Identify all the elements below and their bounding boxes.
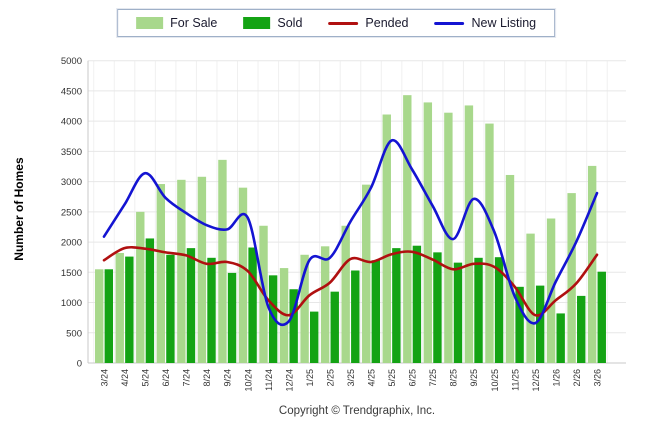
x-tick-label: 11/25 (510, 369, 520, 391)
x-tick-label: 6/24 (161, 369, 171, 387)
legend-bar-swatch-0 (136, 17, 164, 29)
bar-for-sale-6/24 (156, 184, 166, 363)
x-tick-label: 3/25 (346, 369, 356, 387)
y-tick-label: 3000 (61, 177, 82, 188)
bar-sold-7/25 (433, 252, 442, 363)
bar-for-sale-2/26 (567, 193, 576, 363)
copyright-text: Copyright © Trendgraphix, Inc. (278, 405, 436, 417)
bar-sold-11/25 (515, 286, 524, 363)
bar-for-sale-1/25 (300, 254, 309, 363)
bar-for-sale-3/24 (95, 269, 104, 363)
x-tick-label: 11/24 (264, 369, 274, 391)
line-pended (102, 245, 599, 317)
legend-label: Sold (277, 16, 303, 30)
bar-for-sale-3/26 (587, 165, 597, 363)
x-tick-label: 7/24 (182, 369, 192, 387)
x-tick-label: 12/25 (531, 369, 541, 392)
line-new-listing (102, 139, 599, 327)
bar-for-sale-8/24 (197, 176, 207, 363)
bar-sold-9/24 (227, 272, 237, 363)
x-tick-label: 10/25 (490, 369, 500, 392)
x-tick-label: 4/25 (367, 369, 377, 387)
x-tick-label: 1/26 (551, 369, 561, 387)
y-tick-label: 2500 (61, 207, 82, 218)
bar-sold-6/24 (166, 254, 175, 363)
legend-label: New Listing (471, 16, 537, 30)
legend-item-for-sale: For Sale (136, 16, 217, 30)
bar-sold-8/24 (207, 257, 216, 363)
bar-for-sale-10/25 (485, 123, 494, 363)
bar-sold-5/24 (145, 238, 155, 363)
x-tick-label: 7/25 (428, 369, 438, 387)
bar-sold-4/24 (125, 256, 134, 363)
x-tick-label: 6/25 (408, 369, 418, 387)
bar-sold-6/25 (412, 245, 422, 363)
legend-label: Pended (365, 16, 409, 30)
x-tick-label: 12/24 (284, 369, 294, 392)
y-tick-label: 2000 (61, 238, 82, 249)
bar-sold-1/26 (556, 313, 565, 363)
bar-for-sale-5/24 (136, 211, 145, 363)
x-tick-label: 5/24 (141, 369, 151, 387)
bar-sold-2/25 (330, 291, 339, 363)
bar-sold-5/25 (392, 248, 401, 363)
x-tick-label: 5/25 (387, 369, 397, 387)
bar-for-sale-10/24 (238, 187, 248, 363)
bar-for-sale-4/24 (115, 252, 124, 363)
bar-sold-2/26 (577, 295, 586, 363)
bar-for-sale-12/25 (526, 233, 535, 363)
x-tick-label: 9/24 (223, 369, 233, 387)
bar-for-sale-4/25 (362, 184, 371, 363)
x-tick-label: 3/24 (100, 369, 110, 387)
bar-for-sale-9/25 (464, 105, 474, 363)
bar-for-sale-3/25 (341, 225, 350, 363)
bar-for-sale-2/25 (320, 246, 330, 363)
x-tick-label: 2/26 (572, 369, 582, 387)
x-tick-label: 4/24 (120, 369, 130, 387)
bar-for-sale-7/25 (423, 102, 433, 364)
bar-sold-9/25 (474, 257, 483, 363)
legend-item-sold: Sold (243, 16, 302, 30)
bar-for-sale-7/24 (177, 179, 186, 363)
bar-sold-3/26 (597, 271, 606, 363)
bar-sold-3/24 (104, 269, 113, 363)
y-tick-label: 0 (77, 359, 82, 370)
bar-sold-8/25 (453, 262, 463, 363)
bar-sold-12/24 (289, 289, 298, 363)
x-tick-label: 1/25 (305, 369, 315, 387)
x-tick-label: 2/25 (325, 369, 335, 387)
y-axis-title: Number of Homes (12, 157, 26, 261)
y-tick-label: 4000 (61, 117, 82, 128)
bar-sold-4/25 (371, 260, 381, 363)
x-tick-label: 9/25 (469, 369, 479, 387)
bar-sold-3/25 (351, 270, 360, 363)
bar-sold-7/24 (186, 248, 196, 363)
bar-for-sale-6/25 (403, 95, 412, 363)
legend-item-new-listing: New Listing (434, 16, 537, 30)
bar-sold-10/24 (248, 247, 257, 363)
bar-for-sale-11/25 (505, 174, 515, 363)
y-tick-label: 500 (66, 328, 82, 339)
y-tick-label: 4500 (61, 86, 82, 97)
y-tick-label: 5000 (61, 56, 82, 67)
bar-for-sale-5/25 (382, 114, 391, 363)
y-tick-label: 1000 (61, 298, 82, 309)
bar-sold-1/25 (310, 311, 319, 363)
x-tick-label: 8/24 (202, 369, 212, 387)
legend-label: For Sale (170, 16, 218, 30)
y-tick-label: 3500 (61, 147, 82, 158)
x-tick-label: 8/25 (449, 369, 459, 387)
legend-line-swatch-3 (434, 21, 465, 25)
legend-bar-swatch-1 (243, 17, 271, 29)
y-tick-label: 1500 (61, 268, 82, 279)
x-tick-label: 3/26 (592, 369, 602, 387)
x-tick-label: 10/24 (243, 369, 253, 392)
bar-sold-10/25 (494, 257, 504, 363)
bar-sold-12/25 (535, 285, 545, 363)
legend-item-pended: Pended (328, 16, 409, 30)
legend-line-swatch-2 (328, 21, 359, 25)
chart-legend: For Sale Sold Pended New Listing (116, 8, 557, 38)
